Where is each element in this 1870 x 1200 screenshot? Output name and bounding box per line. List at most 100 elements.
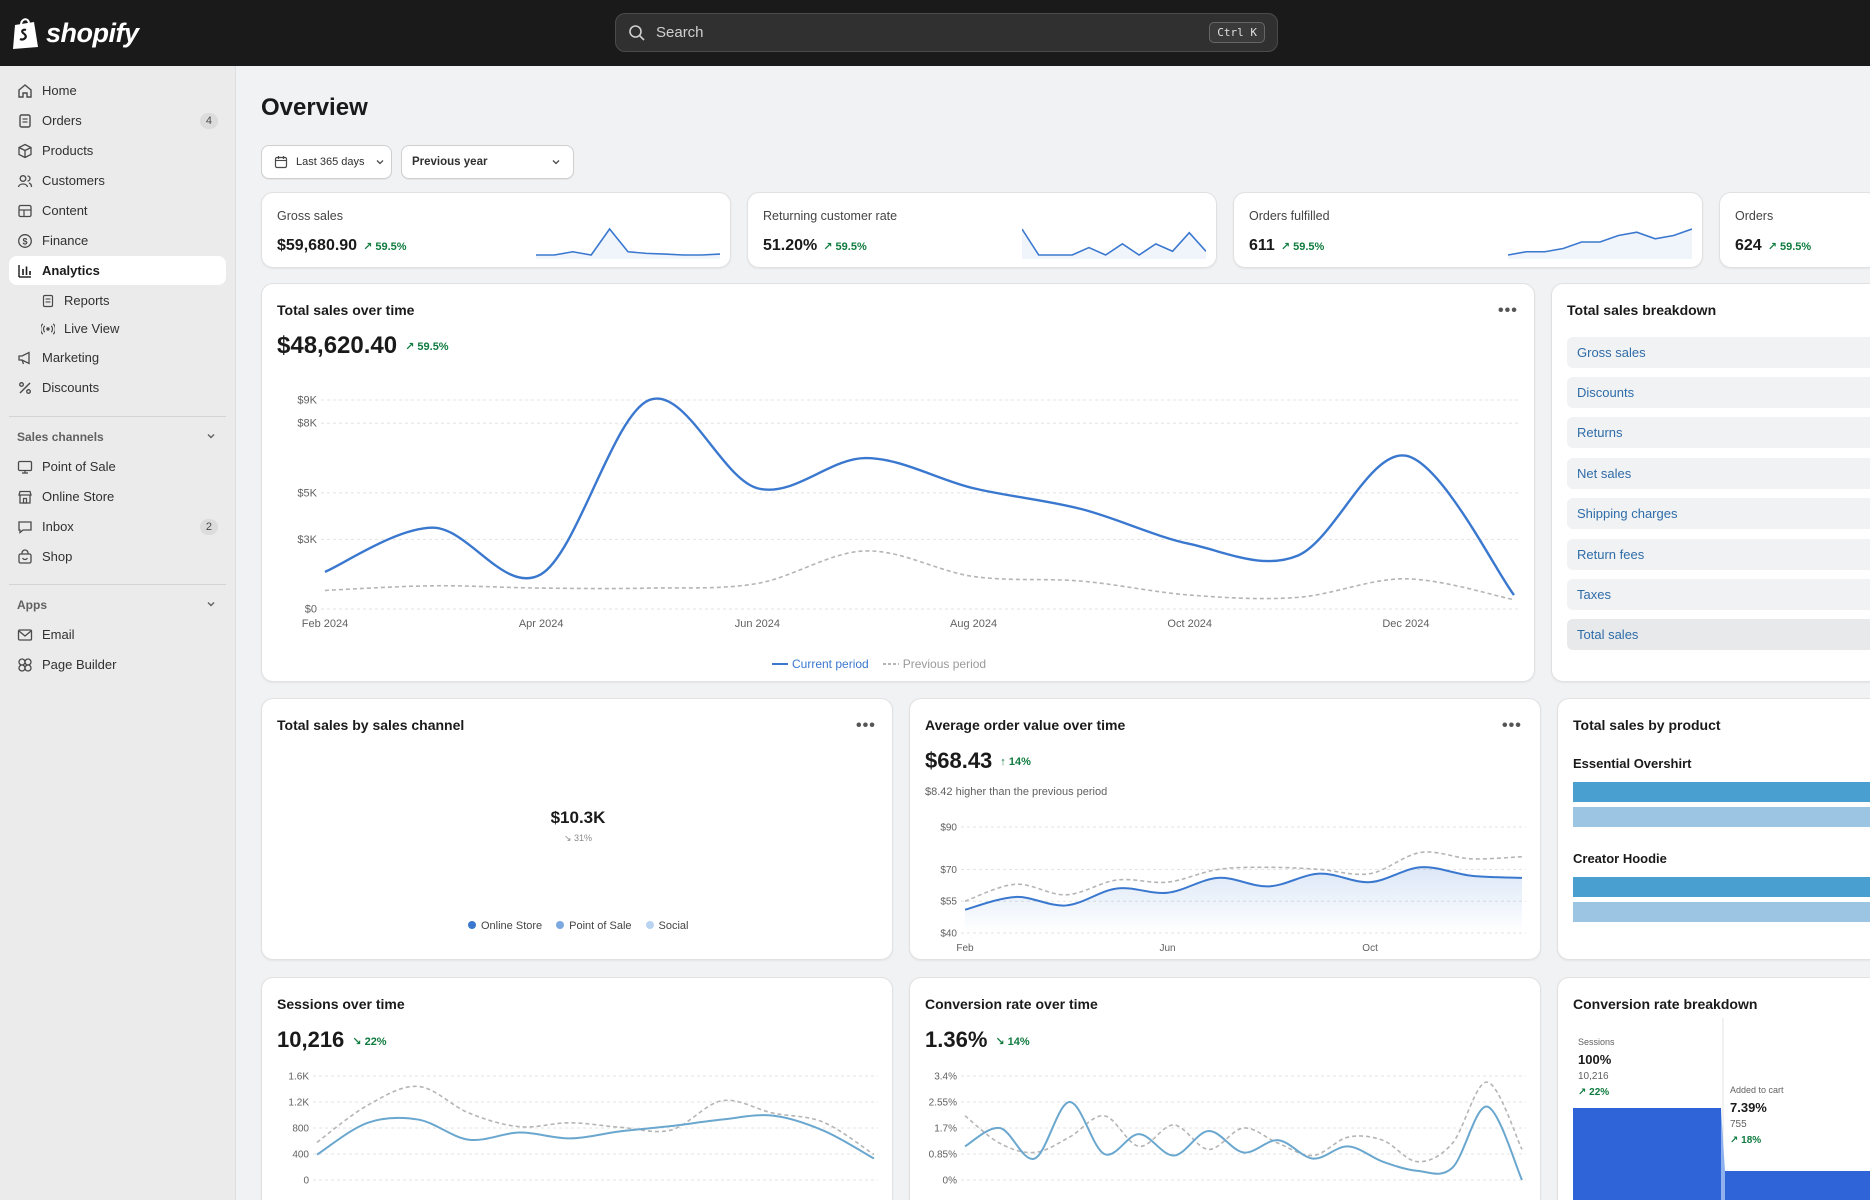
sidebar-item-label: Customers: [42, 173, 105, 188]
product-bar-previous: [1573, 902, 1870, 922]
y-tick-label: $55: [940, 897, 957, 908]
conversion-card: Conversion rate over time 1.36% ↘ 14% 0% 0…: [909, 977, 1541, 1200]
chevron-down-icon[interactable]: [205, 598, 217, 610]
total-sales-legend: Current period Previous period: [772, 657, 986, 671]
channel-total-change: ↘ 31%: [563, 833, 593, 843]
sparkline-area: [1508, 229, 1692, 259]
breakdown-row-net-sales[interactable]: Net sales: [1567, 458, 1870, 489]
x-tick-label: Oct: [1362, 943, 1378, 954]
total-sales-value: $48,620.40 ↗ 59.5%: [277, 332, 449, 360]
orders-count-badge: 4: [199, 112, 218, 129]
x-tick-label: Dec 2024: [1382, 618, 1429, 630]
dashed-line-icon: [882, 663, 899, 665]
kpi-card-gross-sales[interactable]: Gross sales $59,680.90 ↗ 59.5%: [261, 192, 731, 268]
sidebar-item-label: Orders: [42, 113, 82, 128]
more-options-icon[interactable]: •••: [856, 717, 876, 734]
sidebar-item-marketing[interactable]: Marketing: [9, 343, 226, 372]
y-tick-label: $9K: [297, 395, 317, 407]
y-tick-label: 0.85%: [929, 1150, 957, 1161]
sidebar-item-content[interactable]: Content: [9, 196, 226, 225]
sidebar: Home Orders 4 Products Customers Content…: [0, 66, 236, 1200]
svg-text:$: $: [22, 236, 27, 246]
channel-total-value: $10.3K: [550, 808, 606, 827]
search-bar[interactable]: Search Ctrl K: [615, 13, 1278, 52]
chevron-down-icon[interactable]: [205, 430, 217, 442]
sidebar-item-home[interactable]: Home: [9, 76, 226, 105]
breakdown-row-taxes[interactable]: Taxes: [1567, 579, 1870, 610]
conversion-value-text: 1.36%: [925, 1027, 988, 1052]
sidebar-item-orders[interactable]: Orders 4: [9, 106, 226, 135]
kpi-value: $59,680.90 ↗ 59.5%: [277, 237, 407, 255]
series-line-current: [324, 397, 1515, 596]
legend-online-store[interactable]: Online Store: [468, 920, 542, 932]
sidebar-item-page-builder[interactable]: Page Builder: [9, 650, 226, 679]
sidebar-item-live-view[interactable]: Live View: [9, 314, 226, 343]
product-bar-current: [1573, 782, 1870, 802]
breakdown-row-return-fees[interactable]: Return fees: [1567, 539, 1870, 570]
kpi-change: ↗ 59.5%: [1280, 241, 1325, 253]
legend-previous[interactable]: Previous period: [882, 657, 986, 671]
series-line-current: [316, 1114, 875, 1160]
legend-current[interactable]: Current period: [772, 657, 869, 671]
sparkline-line: [536, 227, 720, 256]
search-input[interactable]: Search: [656, 24, 704, 41]
more-options-icon[interactable]: •••: [1498, 302, 1518, 319]
legend-point-of-sale[interactable]: Point of Sale: [556, 920, 632, 932]
more-options-icon[interactable]: •••: [1502, 717, 1522, 734]
breakdown-row-shipping-charges[interactable]: Shipping charges: [1567, 498, 1870, 529]
content-icon: [18, 204, 32, 217]
conversion-funnel-chart: [1573, 1018, 1870, 1200]
compare-filter[interactable]: Previous year: [401, 145, 574, 179]
x-tick-label: Feb: [956, 943, 974, 954]
sidebar-item-label: Marketing: [42, 350, 100, 365]
breakdown-row-discounts[interactable]: Discounts: [1567, 377, 1870, 408]
y-tick-label: $5K: [297, 487, 317, 499]
sidebar-item-label: Email: [42, 627, 75, 642]
sidebar-item-point-of-sale[interactable]: Point of Sale: [9, 452, 226, 481]
breakdown-row-total-sales[interactable]: Total sales: [1567, 619, 1870, 650]
total-sales-change: ↗ 59.5%: [405, 341, 449, 354]
sidebar-item-online-store[interactable]: Online Store: [9, 482, 226, 511]
shopify-logo[interactable]: shopify: [10, 14, 139, 52]
breakdown-row-returns[interactable]: Returns: [1567, 417, 1870, 448]
sidebar-item-email[interactable]: Email: [9, 620, 226, 649]
customers-icon: [17, 174, 33, 187]
legend-social[interactable]: Social: [645, 920, 689, 932]
date-range-filter[interactable]: Last 365 days: [261, 145, 392, 179]
kpi-card-returning-customer-rate[interactable]: Returning customer rate 51.20% ↗ 59.5%: [747, 192, 1217, 268]
solid-line-icon: [772, 663, 788, 665]
sidebar-item-label: Discounts: [42, 380, 100, 395]
shop-icon: [18, 548, 32, 564]
inbox-count-badge: 2: [199, 518, 218, 535]
y-tick-label: 0%: [943, 1176, 958, 1187]
apps-header[interactable]: Apps: [17, 598, 217, 612]
card-title: Conversion rate over time: [925, 996, 1098, 1012]
sparkline-area: [536, 229, 720, 259]
sidebar-item-products[interactable]: Products: [9, 136, 226, 165]
kpi-card-orders-fulfilled[interactable]: Orders fulfilled 611 ↗ 59.5%: [1233, 192, 1703, 268]
kpi-sparkline: [536, 227, 720, 259]
kpi-value: 624 ↗ 59.5%: [1735, 237, 1811, 255]
kpi-value-text: 624: [1735, 237, 1762, 254]
search-icon: [629, 24, 645, 41]
sidebar-item-inbox[interactable]: Inbox 2: [9, 512, 226, 541]
sidebar-item-customers[interactable]: Customers: [9, 166, 226, 195]
sessions-chart: 0 400 800 1.2K 1.6K: [288, 1072, 878, 1187]
sidebar-item-label: Home: [42, 83, 77, 98]
conversion-breakdown-card: Conversion rate breakdown Sessions 100% …: [1557, 977, 1870, 1200]
sidebar-item-shop[interactable]: Shop: [9, 542, 226, 571]
breakdown-row-gross-sales[interactable]: Gross sales: [1567, 337, 1870, 368]
sidebar-item-finance[interactable]: $ Finance: [9, 226, 226, 255]
sidebar-item-reports[interactable]: Reports: [9, 286, 226, 315]
y-tick-label: 400: [292, 1150, 309, 1161]
card-title: Total sales by product: [1573, 717, 1721, 733]
sales-channels-header[interactable]: Sales channels: [17, 430, 217, 444]
funnel-stage-count: 10,216: [1578, 1071, 1609, 1082]
kpi-card-orders[interactable]: Orders 624 ↗ 59.5%: [1719, 192, 1870, 268]
page-title: Overview: [261, 94, 368, 121]
home-icon: [18, 83, 32, 98]
legend-label: Social: [658, 920, 689, 932]
sidebar-item-discounts[interactable]: Discounts: [9, 373, 226, 402]
funnel-stage-label: Sessions: [1578, 1037, 1615, 1047]
sidebar-item-analytics[interactable]: Analytics: [9, 256, 226, 285]
